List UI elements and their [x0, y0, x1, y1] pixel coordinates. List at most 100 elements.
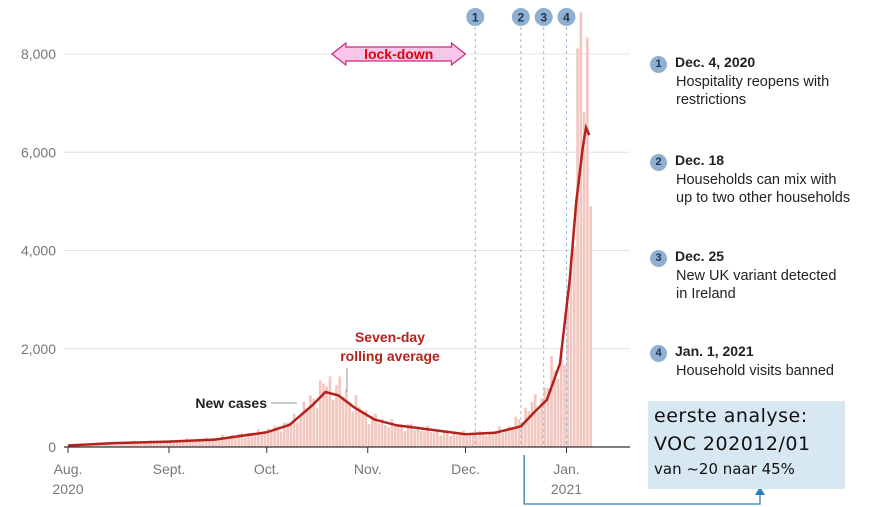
case-bar: [175, 440, 179, 447]
case-bar: [351, 411, 355, 447]
event-number-badge: 2: [650, 154, 667, 171]
event-header: 4 Jan. 1, 2021: [650, 343, 834, 362]
case-bar: [403, 431, 407, 447]
rolling-average-label-1: Seven-day: [355, 329, 425, 345]
event-badge: [557, 8, 576, 26]
case-bar: [442, 430, 446, 447]
case-bar: [142, 441, 146, 447]
case-bar: [123, 442, 127, 447]
case-bar: [315, 407, 319, 447]
case-bar: [462, 430, 465, 447]
lockdown-arrow: lock-down: [330, 41, 467, 67]
case-bar: [546, 388, 550, 447]
case-bar: [325, 386, 329, 447]
x-tick-label-year: 2021: [551, 481, 582, 497]
case-bar: [341, 396, 345, 447]
case-bar: [559, 348, 563, 447]
case-bar: [520, 421, 524, 447]
case-bar: [273, 425, 276, 447]
case-bar: [406, 424, 410, 447]
case-bar: [120, 443, 123, 447]
case-bar: [524, 407, 527, 447]
case-bar: [514, 416, 518, 447]
case-bar: [423, 431, 426, 447]
case-bar: [439, 435, 443, 447]
y-tick-label: 8,000: [21, 46, 56, 62]
case-bar: [296, 422, 299, 447]
case-bar: [397, 426, 400, 447]
case-bar: [475, 435, 478, 447]
case-bar: [276, 426, 280, 447]
case-bar: [116, 442, 120, 447]
case-bar: [348, 401, 351, 447]
analysis-line-2: VOC 202012/01: [654, 433, 811, 455]
case-bar: [159, 440, 162, 447]
case-bar: [129, 442, 133, 447]
case-bar: [445, 431, 449, 447]
case-bar: [550, 356, 553, 447]
case-bar: [498, 426, 501, 447]
event-date: Jan. 1, 2021: [675, 343, 754, 359]
case-bar: [221, 434, 224, 447]
case-bar: [136, 442, 140, 447]
event-number-badge: 3: [650, 250, 667, 267]
event-badge: [534, 8, 553, 26]
event-badge-number: 2: [518, 11, 525, 25]
case-bar: [533, 394, 537, 447]
case-bar: [436, 431, 439, 447]
event-description: Households can mix with: [676, 172, 837, 188]
event-marker-badges: 1 2 3 4: [466, 8, 576, 26]
case-bar: [188, 440, 192, 447]
case-bar: [155, 442, 159, 447]
lockdown-label: lock-down: [364, 46, 433, 62]
case-bar: [107, 443, 110, 447]
event-description: restrictions: [676, 92, 747, 108]
case-bar: [586, 37, 589, 448]
event-date: Dec. 25: [675, 248, 725, 264]
event-item: 3 Dec. 25 New UK variant detected in Irelan…: [650, 248, 836, 303]
event-badge-number: 1: [472, 11, 479, 25]
case-bar: [393, 425, 397, 447]
case-bar: [527, 411, 531, 447]
event-description: Hospitality reopens with: [676, 74, 830, 90]
case-bar: [299, 414, 302, 447]
case-bar: [432, 432, 436, 447]
case-bar: [553, 370, 557, 447]
event-header: 1 Dec. 4, 2020: [650, 54, 829, 73]
gridlines: [64, 53, 630, 350]
case-bar: [371, 416, 374, 447]
case-bar: [400, 424, 403, 447]
case-bar: [465, 435, 469, 447]
highlight-connector: [523, 455, 765, 505]
case-bar: [309, 395, 312, 447]
case-bar: [569, 258, 573, 447]
case-bar: [380, 418, 384, 447]
case-bar: [240, 433, 244, 447]
event-description: in Ireland: [676, 286, 736, 302]
case-bar: [247, 433, 250, 447]
case-bar: [328, 376, 332, 447]
event-number-badge: 1: [650, 56, 667, 73]
case-bar: [449, 435, 452, 447]
case-bar: [289, 422, 293, 447]
case-bar: [387, 427, 390, 447]
case-bar: [426, 425, 430, 447]
x-tick-label: Oct.: [254, 461, 280, 477]
event-item: 1 Dec. 4, 2020 Hospitality reopens with res…: [650, 54, 829, 109]
case-bar: [390, 419, 394, 447]
case-bar: [305, 408, 309, 447]
case-bar: [208, 440, 211, 447]
case-bar: [485, 436, 488, 447]
case-bar: [283, 422, 286, 447]
case-bar: [182, 441, 185, 447]
case-bar: [312, 398, 316, 447]
event-description: Household visits banned: [676, 363, 834, 379]
case-bar: [234, 436, 237, 447]
event-date: Dec. 4, 2020: [675, 54, 756, 70]
x-tick-label: Sept.: [153, 461, 186, 477]
case-bar: [90, 444, 94, 447]
case-bar: [357, 406, 361, 447]
new-cases-label: New cases: [195, 395, 267, 411]
x-tick-label: Jan.: [553, 461, 579, 477]
case-bar: [504, 429, 508, 447]
